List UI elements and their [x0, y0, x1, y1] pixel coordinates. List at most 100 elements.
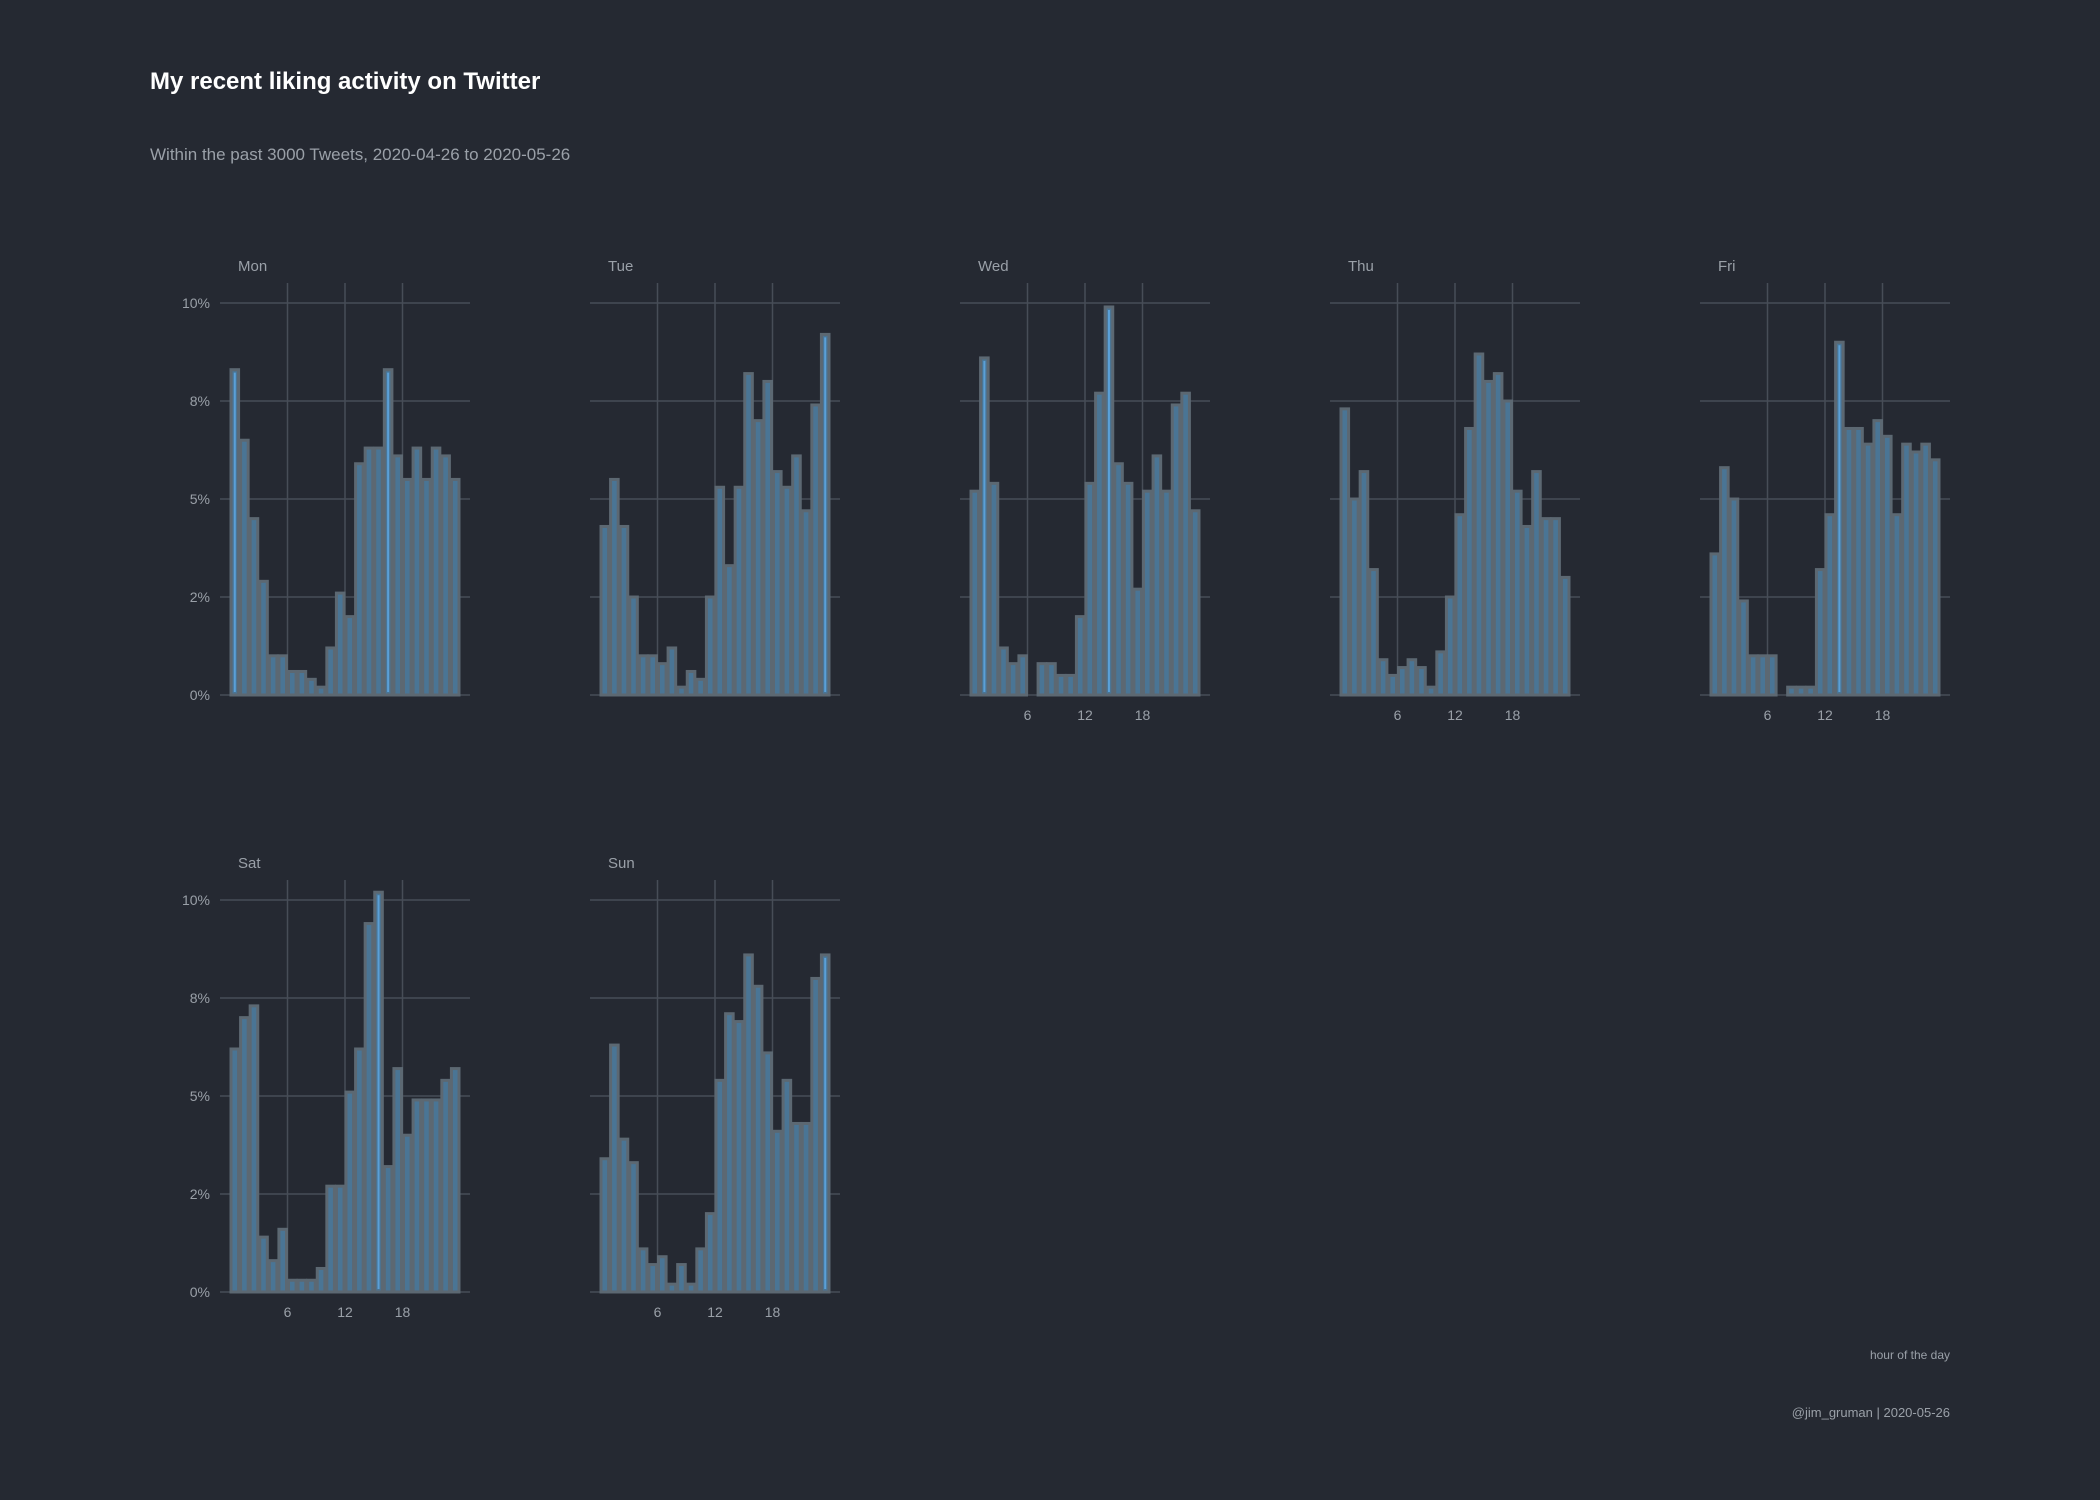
bar-mon-21 — [430, 446, 442, 697]
bar-sun-4 — [637, 1247, 649, 1294]
bar-fri-4 — [1747, 654, 1759, 697]
bar-mon-22 — [440, 454, 451, 697]
bar-fri-1 — [1719, 466, 1730, 697]
chart-title: My recent liking activity on Twitter — [150, 68, 541, 95]
bar-thu-12 — [1454, 513, 1466, 697]
x-tick-label: 18 — [1135, 707, 1151, 723]
bar-sun-18 — [772, 1129, 783, 1294]
bar-tue-18 — [772, 470, 783, 697]
bar-sat-22 — [440, 1078, 451, 1294]
bar-tue-17 — [762, 379, 774, 697]
bar-sat-17 — [392, 1067, 403, 1294]
bar-fri-6 — [1767, 654, 1778, 697]
bar-sun-12 — [714, 1078, 726, 1294]
bar-wed-2 — [988, 481, 1000, 697]
bar-mon-15 — [373, 446, 384, 697]
panel-label-mon: Mon — [238, 258, 267, 275]
bar-sat-19 — [411, 1098, 423, 1294]
bar-fri-8 — [1786, 685, 1797, 697]
y-tick-label: 2% — [190, 1186, 210, 1202]
bar-sun-6 — [657, 1255, 668, 1294]
bar-fri-23 — [1929, 458, 1941, 697]
bar-wed-11 — [1074, 615, 1086, 697]
y-tick-label: 8% — [190, 990, 210, 1006]
bar-sun-16 — [752, 984, 764, 1294]
bar-sat-18 — [402, 1133, 413, 1294]
bar-wed-3 — [998, 646, 1009, 697]
bar-tue-4 — [637, 654, 649, 697]
bar-sat-11 — [334, 1184, 346, 1294]
bar-fri-3 — [1738, 599, 1749, 697]
y-tick-label: 5% — [190, 1088, 210, 1104]
bar-mon-11 — [334, 591, 346, 697]
bar-wed-5 — [1017, 654, 1029, 697]
bar-mon-2 — [248, 517, 260, 697]
bar-sat-20 — [421, 1098, 432, 1294]
x-axis-label: hour of the day — [1869, 1348, 1950, 1362]
bar-wed-8 — [1046, 662, 1057, 697]
bar-mon-3 — [258, 579, 269, 697]
bar-sat-16 — [382, 1165, 394, 1294]
bar-mon-12 — [344, 615, 356, 697]
x-tick-label: 6 — [1764, 707, 1772, 723]
bar-tue-5 — [647, 654, 659, 697]
bar-sun-14 — [733, 1020, 745, 1294]
bar-thu-5 — [1387, 673, 1398, 697]
bar-thu-4 — [1377, 658, 1389, 697]
bar-sun-17 — [762, 1051, 774, 1294]
bar-thu-6 — [1397, 666, 1408, 697]
bar-sat-8 — [306, 1278, 317, 1294]
bar-thu-15 — [1483, 379, 1494, 697]
bar-fri-10 — [1805, 685, 1816, 697]
bar-sat-6 — [287, 1278, 298, 1294]
bar-wed-10 — [1065, 673, 1076, 697]
bar-sun-5 — [647, 1263, 659, 1294]
bar-sun-15 — [743, 953, 754, 1294]
bar-mon-14 — [363, 446, 375, 697]
panel-mon: Mon 0% 2% 5% 8% 10% — [182, 258, 470, 703]
bar-sun-19 — [781, 1078, 793, 1294]
bar-thu-21 — [1540, 517, 1552, 697]
x-tick-label: 12 — [337, 1304, 353, 1320]
bar-fri-18 — [1882, 434, 1893, 697]
bar-wed-18 — [1142, 489, 1153, 697]
bar-sat-7 — [296, 1278, 308, 1294]
bar-sat-12 — [344, 1090, 356, 1294]
bar-fri-15 — [1853, 426, 1864, 697]
bar-wed-13 — [1094, 391, 1105, 697]
bar-mon-20 — [421, 477, 432, 697]
bar-mon-6 — [287, 669, 298, 697]
bar-tue-21 — [800, 509, 812, 697]
bar-mon-13 — [354, 462, 365, 697]
panel-label-wed: Wed — [978, 258, 1009, 275]
panel-label-sat: Sat — [238, 855, 261, 872]
bar-sun-20 — [791, 1121, 802, 1294]
bar-thu-14 — [1473, 352, 1485, 697]
bar-thu-17 — [1502, 399, 1513, 697]
bar-fri-11 — [1814, 568, 1826, 697]
panel-label-fri: Fri — [1718, 258, 1736, 275]
bar-thu-13 — [1464, 426, 1475, 697]
bar-thu-23 — [1559, 575, 1571, 697]
bar-fri-14 — [1843, 426, 1855, 697]
panel-tue: Tue — [590, 258, 840, 697]
bar-mon-5 — [277, 654, 288, 697]
bar-mon-10 — [325, 646, 336, 697]
y-tick-label: 0% — [190, 1284, 210, 1300]
bar-sat-0 — [229, 1047, 241, 1294]
bar-mon-8 — [306, 677, 317, 697]
bar-wed-4 — [1007, 662, 1019, 697]
bar-thu-3 — [1368, 568, 1379, 697]
y-tick-label: 10% — [182, 892, 210, 908]
bar-sat-14 — [363, 922, 375, 1294]
caption: @jim_gruman | 2020-05-26 — [1791, 1405, 1950, 1420]
bar-wed-17 — [1132, 587, 1143, 697]
panel-label-tue: Tue — [608, 258, 633, 275]
bar-fri-20 — [1901, 442, 1912, 697]
x-tick-label: 18 — [395, 1304, 411, 1320]
bar-wed-12 — [1084, 481, 1096, 697]
bar-tue-22 — [810, 403, 821, 697]
bar-sat-10 — [325, 1184, 336, 1294]
panel-sun: Sun 6 12 18 — [590, 855, 840, 1320]
